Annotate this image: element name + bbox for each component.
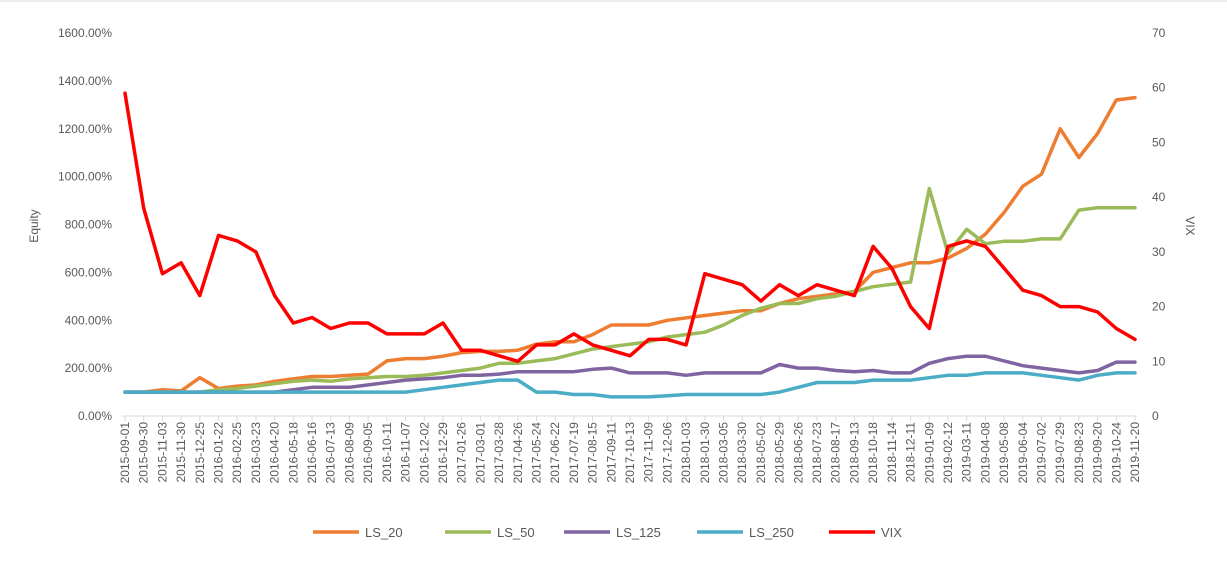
series-line-ls_20 (123, 95, 1137, 394)
x-tick-label: 2017-03-01 (473, 422, 487, 484)
y2-tick-label: 0 (1152, 409, 1159, 423)
x-tick-label: 2016-08-09 (342, 422, 356, 484)
x-tick-label: 2016-05-18 (286, 422, 300, 484)
x-tick-label: 2017-07-19 (567, 422, 581, 484)
right-axis-ticks: 0 10 20 30 40 50 60 70 (1152, 26, 1166, 423)
legend: LS_20 LS_50 LS_125 LS_250 VIX (313, 525, 902, 540)
legend-label-vix: VIX (881, 525, 902, 540)
y2-axis-label: VIX (1183, 216, 1197, 235)
series-line-ls_125 (123, 354, 1137, 394)
x-tick-label: 2019-11-20 (1128, 422, 1142, 483)
y-tick-label: 200.00% (65, 361, 113, 375)
x-tick-label: 2018-11-14 (885, 422, 899, 483)
x-tick-label: 2019-03-11 (960, 422, 974, 483)
x-tick-label: 2016-07-13 (324, 422, 338, 484)
x-tick-label: 2017-01-26 (455, 422, 469, 484)
x-tick-label: 2019-07-02 (1034, 422, 1048, 484)
x-tick-label: 2017-08-15 (586, 422, 600, 484)
y2-tick-label: 30 (1152, 245, 1166, 259)
x-tick-label: 2016-06-16 (305, 422, 319, 484)
x-tick-label: 2017-12-06 (660, 422, 674, 484)
x-tick-label: 2018-06-26 (791, 422, 805, 484)
x-tick-label: 2017-11-09 (642, 422, 656, 483)
series-line-ls_250 (123, 371, 1137, 399)
legend-label-ls_20: LS_20 (365, 525, 403, 540)
y2-tick-label: 40 (1152, 190, 1166, 204)
y-tick-label: 1200.00% (58, 122, 112, 136)
y-tick-label: 800.00% (65, 218, 113, 232)
x-tick-label: 2016-01-22 (212, 422, 226, 484)
x-tick-label: 2017-05-24 (529, 422, 543, 484)
series-line-ls_50 (123, 186, 1137, 394)
x-tick-label: 2016-12-29 (436, 422, 450, 484)
legend-label-ls_125: LS_125 (616, 525, 661, 540)
series-line-vix (123, 91, 1137, 364)
y-tick-label: 0.00% (78, 409, 112, 423)
x-tick-label: 2018-03-30 (735, 422, 749, 484)
x-tick-label: 2018-01-03 (679, 422, 693, 484)
x-tick-label: 2017-10-13 (623, 422, 637, 484)
x-tick-label: 2019-09-20 (1091, 422, 1105, 484)
x-tick-label: 2018-07-23 (810, 422, 824, 484)
x-tick-label: 2019-02-12 (941, 422, 955, 484)
x-tick-label: 2015-11-30 (174, 422, 188, 483)
x-axis-ticks: 2015-09-01 2015-09-30 2015-11-03 2015-11-30… (118, 416, 1142, 483)
x-tick-label: 2015-12-25 (193, 422, 207, 484)
y2-tick-label: 10 (1152, 354, 1166, 368)
x-tick-label: 2016-10-11 (380, 422, 394, 483)
series-layer (123, 91, 1137, 399)
x-tick-label: 2016-09-05 (361, 422, 375, 484)
x-tick-label: 2016-12-02 (417, 422, 431, 484)
x-tick-label: 2019-04-08 (978, 422, 992, 484)
y2-tick-label: 20 (1152, 300, 1166, 314)
x-tick-label: 2015-11-03 (155, 422, 169, 483)
x-tick-label: 2015-09-01 (118, 422, 132, 484)
legend-label-ls_50: LS_50 (497, 525, 535, 540)
legend-label-ls_250: LS_250 (749, 525, 794, 540)
x-tick-label: 2016-02-25 (230, 422, 244, 484)
x-tick-label: 2017-06-22 (548, 422, 562, 484)
x-tick-label: 2019-08-23 (1072, 422, 1086, 484)
x-tick-label: 2019-07-29 (1053, 422, 1067, 484)
y-tick-label: 1600.00% (58, 26, 112, 40)
y2-tick-label: 60 (1152, 81, 1166, 95)
y2-tick-label: 50 (1152, 135, 1166, 149)
x-tick-label: 2018-05-02 (754, 422, 768, 484)
x-tick-label: 2018-05-29 (773, 422, 787, 484)
x-tick-label: 2019-05-08 (997, 422, 1011, 484)
x-tick-label: 2018-10-18 (866, 422, 880, 484)
x-tick-label: 2018-12-11 (904, 422, 918, 483)
x-tick-label: 2018-03-05 (717, 422, 731, 484)
y-axis-label: Equity (27, 209, 41, 242)
y2-tick-label: 70 (1152, 26, 1166, 40)
x-tick-label: 2016-11-07 (399, 422, 413, 483)
x-tick-label: 2019-01-09 (922, 422, 936, 484)
x-tick-label: 2016-04-20 (268, 422, 282, 484)
x-tick-label: 2016-03-23 (249, 422, 263, 484)
x-tick-label: 2019-06-04 (1016, 422, 1030, 484)
y-tick-label: 400.00% (65, 313, 113, 327)
x-tick-label: 2015-09-30 (137, 422, 151, 484)
x-tick-label: 2017-03-28 (492, 422, 506, 484)
left-axis-ticks: 0.00% 200.00% 400.00% 600.00% 800.00% 1000.00… (58, 26, 112, 423)
x-tick-label: 2018-08-17 (829, 422, 843, 484)
x-tick-label: 2017-04-26 (511, 422, 525, 484)
y-tick-label: 600.00% (65, 265, 113, 279)
x-tick-label: 2018-01-30 (698, 422, 712, 484)
y-tick-label: 1400.00% (58, 74, 112, 88)
y-tick-label: 1000.00% (58, 170, 112, 184)
x-tick-label: 2018-09-13 (847, 422, 861, 484)
x-tick-label: 2017-09-11 (604, 422, 618, 483)
x-tick-label: 2019-10-24 (1109, 422, 1123, 484)
